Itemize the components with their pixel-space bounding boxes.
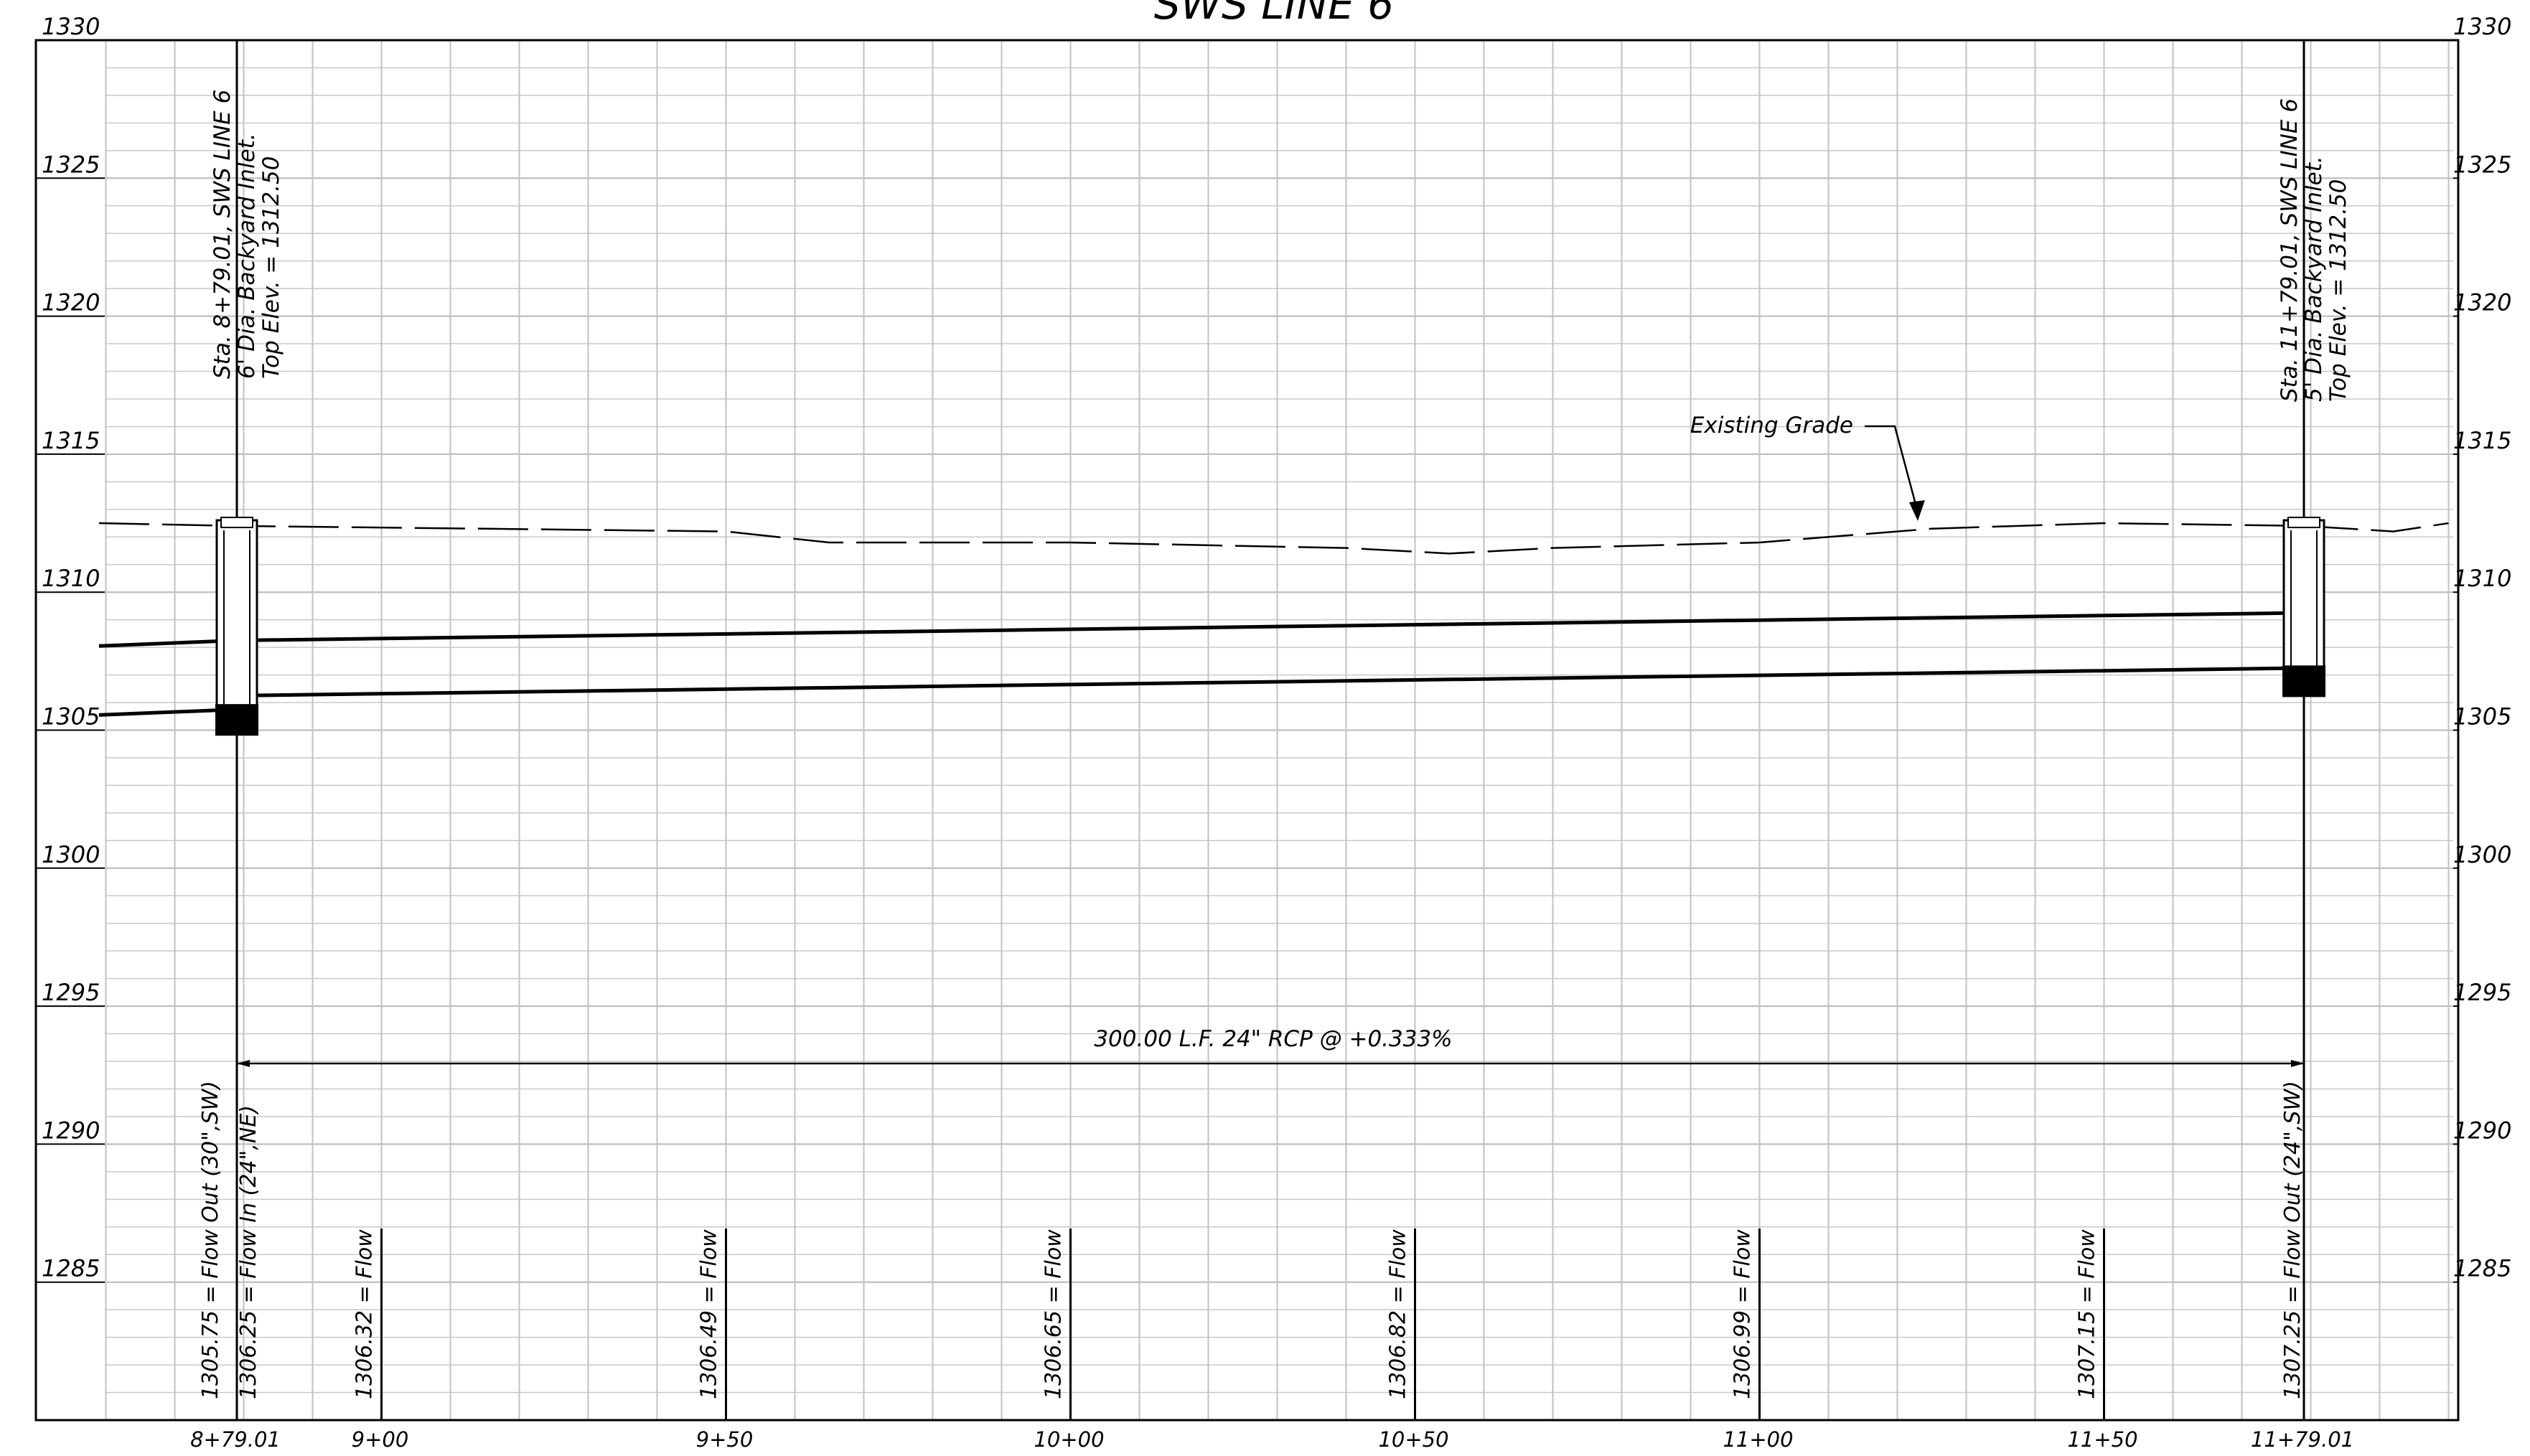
existing-grade-line xyxy=(98,522,2449,555)
structure-base xyxy=(2282,665,2325,698)
flow-label: 1306.65 = Flow xyxy=(1041,1229,1067,1399)
structure-grate xyxy=(2287,517,2320,529)
flow-label: 1306.49 = Flow xyxy=(697,1229,722,1399)
station-label: 9+00 xyxy=(352,1427,409,1452)
station-label: 11+79.01 xyxy=(2251,1427,2354,1452)
station-label: 10+00 xyxy=(1034,1427,1104,1452)
structure-note: Sta. 11+79.01, SWS LINE 6 xyxy=(2277,98,2302,402)
elevation-label-left: 1305 xyxy=(42,703,100,731)
dimension-arrow-left xyxy=(237,1060,250,1067)
elevation-label-right: 1330 xyxy=(2453,13,2511,40)
elevation-labels-right: 1330 1325 1320 1315 1310 1305 1300 1295 1290 1285 xyxy=(2453,13,2511,1283)
structure-note: Top Elev. = 1312.50 xyxy=(2325,179,2351,402)
dimension-arrow-right xyxy=(2291,1060,2304,1067)
station-label: 9+50 xyxy=(696,1427,754,1452)
elevation-label-right: 1305 xyxy=(2453,703,2511,731)
elevation-labels-left: 1330 1325 1320 1315 1310 1305 1300 1295 1290 1285 xyxy=(36,13,105,1283)
flow-label: 1306.25 = Flow In (24",NE) xyxy=(236,1105,261,1399)
grid xyxy=(105,39,2453,1421)
existing-grade-label: Existing Grade xyxy=(1690,413,1853,438)
incoming-pipe-crown xyxy=(98,639,238,648)
existing-grade-callout: Existing Grade xyxy=(1690,413,1925,521)
elevation-label-left: 1315 xyxy=(42,427,100,454)
elevation-label-right: 1295 xyxy=(2453,979,2511,1006)
structure-base xyxy=(215,704,258,736)
elevation-label-left: 1320 xyxy=(42,289,100,316)
structures: Sta. 8+79.01, SWS LINE 66' Dia. Backyard… xyxy=(210,40,2351,1420)
elevation-label-right: 1285 xyxy=(2453,1255,2511,1282)
elevation-label-right: 1300 xyxy=(2453,841,2511,868)
flow-labels: 1305.75 = Flow Out (30",SW) 1306.25 = Flo… xyxy=(198,1081,2305,1420)
flow-label: 1307.25 = Flow Out (24",SW) xyxy=(2280,1081,2305,1399)
elevation-label-right: 1325 xyxy=(2453,151,2511,178)
station-label: 11+50 xyxy=(2067,1427,2137,1452)
structure-note: Sta. 8+79.01, SWS LINE 6 xyxy=(210,90,235,379)
existing-grade-leader xyxy=(1865,425,1919,513)
pipe-run-label: 300.00 L.F. 24" RCP @ +0.333% xyxy=(1094,1026,1452,1052)
station-labels: 8+79.01 9+00 9+50 10+00 10+50 11+00 11+50 11+79… xyxy=(190,1427,2354,1452)
structure-note: Top Elev. = 1312.50 xyxy=(258,156,284,379)
profile-title: SWS LINE 6 xyxy=(1154,0,1394,29)
elevation-label-left: 1325 xyxy=(42,151,100,178)
elevation-label-left: 1295 xyxy=(42,979,100,1006)
flow-label: 1307.15 = Flow xyxy=(2075,1229,2100,1399)
existing-grade-arrowhead xyxy=(1909,500,1925,521)
station-label: 8+79.01 xyxy=(190,1427,281,1452)
flow-label: 1306.82 = Flow xyxy=(1386,1229,1411,1399)
elevation-label-right: 1310 xyxy=(2453,565,2511,592)
flow-label: 1305.75 = Flow Out (30",SW) xyxy=(198,1081,223,1399)
elevation-label-left: 1290 xyxy=(42,1117,100,1144)
flow-label: 1306.32 = Flow xyxy=(352,1229,378,1399)
incoming-pipe-invert xyxy=(98,708,238,717)
structure-box xyxy=(215,519,258,734)
pipes xyxy=(98,611,2305,717)
elevation-label-left: 1300 xyxy=(42,841,100,868)
structure-note: 6' Dia. Backyard Inlet. xyxy=(234,133,260,379)
elevation-label-left: 1285 xyxy=(42,1255,100,1282)
pipe-dimension: 300.00 L.F. 24" RCP @ +0.333% xyxy=(237,1026,2304,1067)
pipe-run-invert xyxy=(236,666,2305,698)
station-label: 11+00 xyxy=(1723,1427,1793,1452)
elevation-label-left: 1330 xyxy=(42,13,100,40)
elevation-label-right: 1315 xyxy=(2453,427,2511,454)
elevation-label-left: 1310 xyxy=(42,565,100,592)
structure-grate xyxy=(220,517,253,529)
elevation-label-right: 1320 xyxy=(2453,289,2511,316)
station-label: 10+50 xyxy=(1378,1427,1448,1452)
pipe-run-crown xyxy=(236,611,2305,643)
elevation-label-right: 1290 xyxy=(2453,1117,2511,1144)
structure-note: 5' Dia. Backyard Inlet. xyxy=(2301,156,2327,402)
flow-label: 1306.99 = Flow xyxy=(1730,1229,1756,1399)
